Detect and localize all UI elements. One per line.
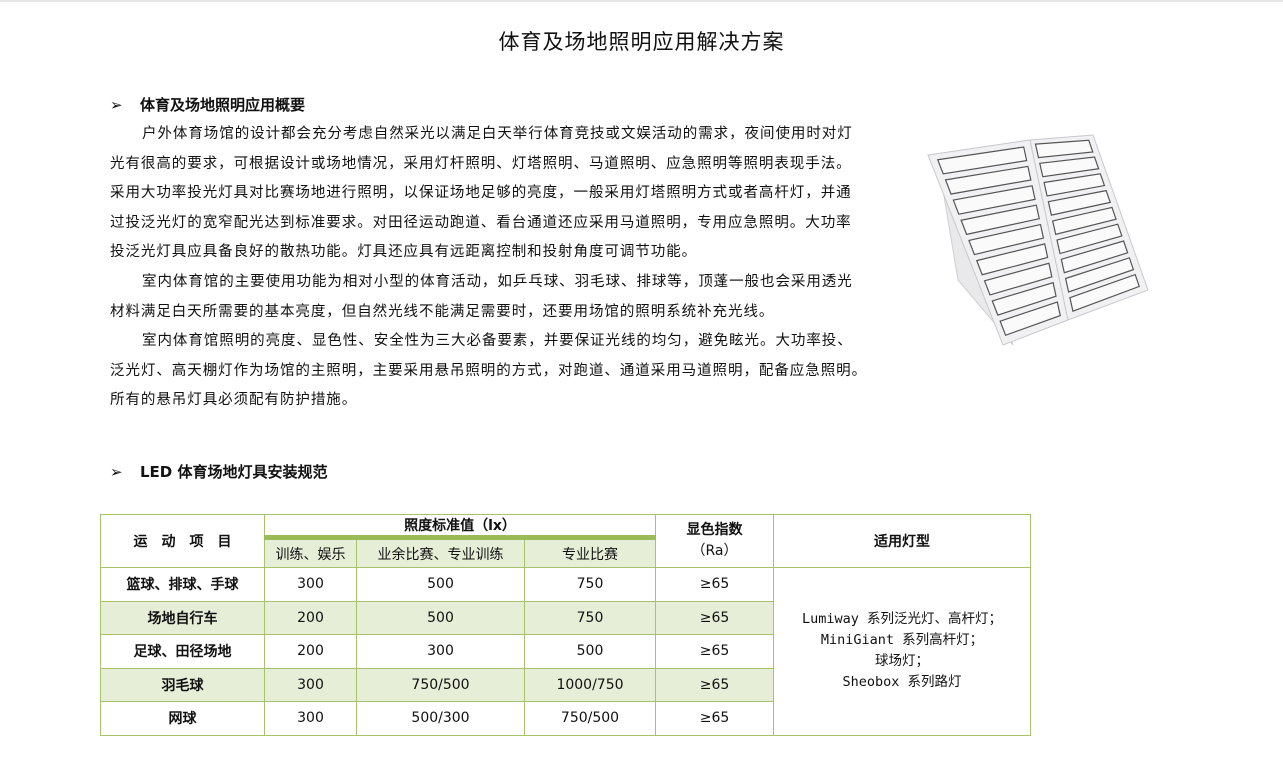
lux-cell: 750/500 <box>524 701 656 736</box>
table-row: 足球、田径场地 200 300 500 ≥65 <box>100 634 1031 669</box>
lux-cell: 300 <box>264 567 357 602</box>
ra-cell: ≥65 <box>655 567 774 602</box>
led-module <box>936 146 1028 175</box>
lamp-type-line: MiniGiant 系列高杆灯； <box>820 632 984 649</box>
paragraph-line: 室内体育馆的主要使用功能为相对小型的体育活动，如乒乓球、羽毛球、排球等，顶蓬一般… <box>142 273 853 290</box>
led-module <box>1043 173 1106 197</box>
lux-cell: 300 <box>264 701 357 736</box>
header-lamp-type: 适用灯型 <box>773 514 1031 568</box>
arrow-bullet-icon: ➢ <box>110 463 123 481</box>
led-module <box>991 281 1057 316</box>
header-illuminance: 照度标准值（lx） <box>264 514 656 538</box>
lux-cell: 300 <box>264 667 357 702</box>
lux-cell: 500 <box>356 600 525 635</box>
ra-cell: ≥65 <box>655 667 774 702</box>
paragraph-line: 光有很高的要求，可根据设计或场地情况，采用灯杆照明、灯塔照明、马道照明、应急照明… <box>110 155 852 172</box>
led-module <box>1039 156 1100 178</box>
sport-cell: 篮球、排球、手球 <box>100 567 265 602</box>
ra-cell: ≥65 <box>655 634 774 669</box>
paragraph-line: 材料满足白天所需要的基本亮度，但自然光线不能满足需要时，还要用场馆的照明系统补充… <box>110 303 775 320</box>
led-module <box>1047 189 1112 216</box>
led-module <box>999 301 1061 337</box>
header-training: 训练、娱乐 <box>264 535 357 568</box>
paragraph-line: 所有的悬吊灯具必须配有防护措施。 <box>110 392 358 409</box>
header-ra-unit: （Ra） <box>691 543 738 559</box>
ra-cell: ≥65 <box>655 600 774 635</box>
header-amateur: 业余比赛、专业训练 <box>356 535 525 568</box>
paragraph-line: 过投泛光灯的宽窄配光达到标准要求。对田径运动跑道、看台通道还应采用马道照明，专用… <box>110 214 852 231</box>
lux-cell: 750/500 <box>356 667 525 702</box>
table-row: 羽毛球 300 750/500 1000/750 ≥65 <box>100 667 1031 702</box>
paragraph-line: 采用大功率投光灯具对比赛场地进行照明，以保证场地足够的亮度，一般采用灯塔照明方式… <box>110 185 852 202</box>
led-module <box>1069 273 1141 312</box>
ra-cell: ≥65 <box>655 701 774 736</box>
arrow-bullet-icon: ➢ <box>110 96 123 114</box>
header-sport: 运 动 项 目 <box>100 514 265 568</box>
led-module <box>944 165 1032 195</box>
lamp-type-line: Sheobox 系列路灯 <box>842 674 962 691</box>
sport-cell: 场地自行车 <box>100 600 265 635</box>
section-heading-overview: ➢ 体育及场地照明应用概要 <box>110 94 305 115</box>
led-module <box>1060 240 1129 274</box>
section-heading-text: LED 体育场地灯具安装规范 <box>140 463 328 481</box>
paragraph-line: 泛光灯、高天棚灯作为场馆的主照明，主要采用悬吊照明的方式，对跑道、通道采用马道照… <box>110 362 868 379</box>
page-title: 体育及场地照明应用解决方案 <box>498 30 785 54</box>
led-module <box>1064 257 1135 293</box>
paragraph-line: 投泛光灯具应具备良好的散热功能。灯具还应具有远距离控制和投射角度可调节功能。 <box>110 244 698 261</box>
section-heading-text: 体育及场地照明应用概要 <box>140 96 306 114</box>
led-module <box>968 223 1045 256</box>
top-divider <box>0 0 1283 2</box>
section-heading-spec: ➢ LED 体育场地灯具安装规范 <box>110 461 327 482</box>
lux-cell: 750 <box>524 567 656 602</box>
lux-cell: 200 <box>264 600 357 635</box>
led-module <box>960 204 1040 236</box>
lux-cell: 300 <box>356 634 525 669</box>
sport-cell: 足球、田径场地 <box>100 634 265 669</box>
led-module <box>1051 206 1117 236</box>
led-module <box>952 185 1036 215</box>
paragraph-line: 室内体育馆照明的亮度、显色性、安全性为三大必备要素，并要保证光线的均匀，避免眩光… <box>142 333 853 350</box>
header-ra-label: 显色指数 <box>686 522 743 538</box>
lux-cell: 500 <box>356 567 525 602</box>
lamp-type-cell: Lumiway 系列泛光灯、高杆灯； MiniGiant 系列高杆灯； 球场灯； Sh… <box>773 567 1031 736</box>
header-ra: 显色指数 （Ra） <box>655 514 774 568</box>
lux-cell: 750 <box>524 600 656 635</box>
paragraph-line: 户外体育场馆的设计都会充分考虑自然采光以满足白天举行体育竞技或文娱活动的需求，夜… <box>142 126 853 142</box>
floodlight-fixture-image <box>927 134 1149 346</box>
overview-paragraphs: 户外体育场馆的设计都会充分考虑自然采光以满足白天举行体育竞技或文娱活动的需求，夜… <box>110 120 900 416</box>
lamp-type-line: 球场灯； <box>875 653 929 670</box>
led-module <box>1034 139 1094 159</box>
lighting-spec-table: 运 动 项 目 照度标准值（lx） 显色指数 （Ra） 适用灯型 训练、娱乐 业余… <box>100 514 1031 736</box>
header-professional: 专业比赛 <box>524 535 656 568</box>
lux-cell: 500 <box>524 634 656 669</box>
lux-cell: 1000/750 <box>524 667 656 702</box>
led-module <box>1056 223 1123 255</box>
sport-cell: 网球 <box>100 701 265 736</box>
lux-cell: 200 <box>264 634 357 669</box>
led-module <box>975 243 1049 276</box>
sport-cell: 羽毛球 <box>100 667 265 702</box>
lux-cell: 500/300 <box>356 701 525 736</box>
table-row: 网球 300 500/300 750/500 ≥65 <box>100 701 1031 736</box>
lamp-type-line: Lumiway 系列泛光灯、高杆灯； <box>801 611 1003 628</box>
table-row: 篮球、排球、手球 300 500 750 ≥65 Lumiway 系列泛光灯、高杆灯； Mi… <box>100 567 1031 736</box>
led-module <box>983 262 1053 296</box>
